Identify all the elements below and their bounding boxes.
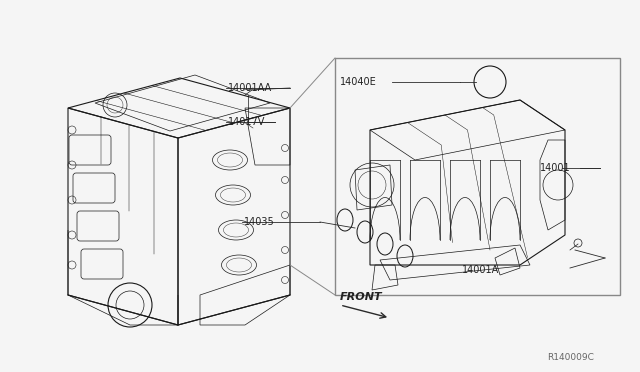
Text: 14035: 14035 (244, 217, 275, 227)
Text: 14040E: 14040E (340, 77, 377, 87)
Text: 14001A: 14001A (462, 265, 499, 275)
Text: 14001AA: 14001AA (228, 83, 272, 93)
Bar (335, 58, 620, 295)
Text: FRONT: FRONT (340, 292, 383, 302)
Text: R140009C: R140009C (547, 353, 594, 362)
Text: 14001: 14001 (540, 163, 571, 173)
Text: 14017V: 14017V (228, 117, 266, 127)
